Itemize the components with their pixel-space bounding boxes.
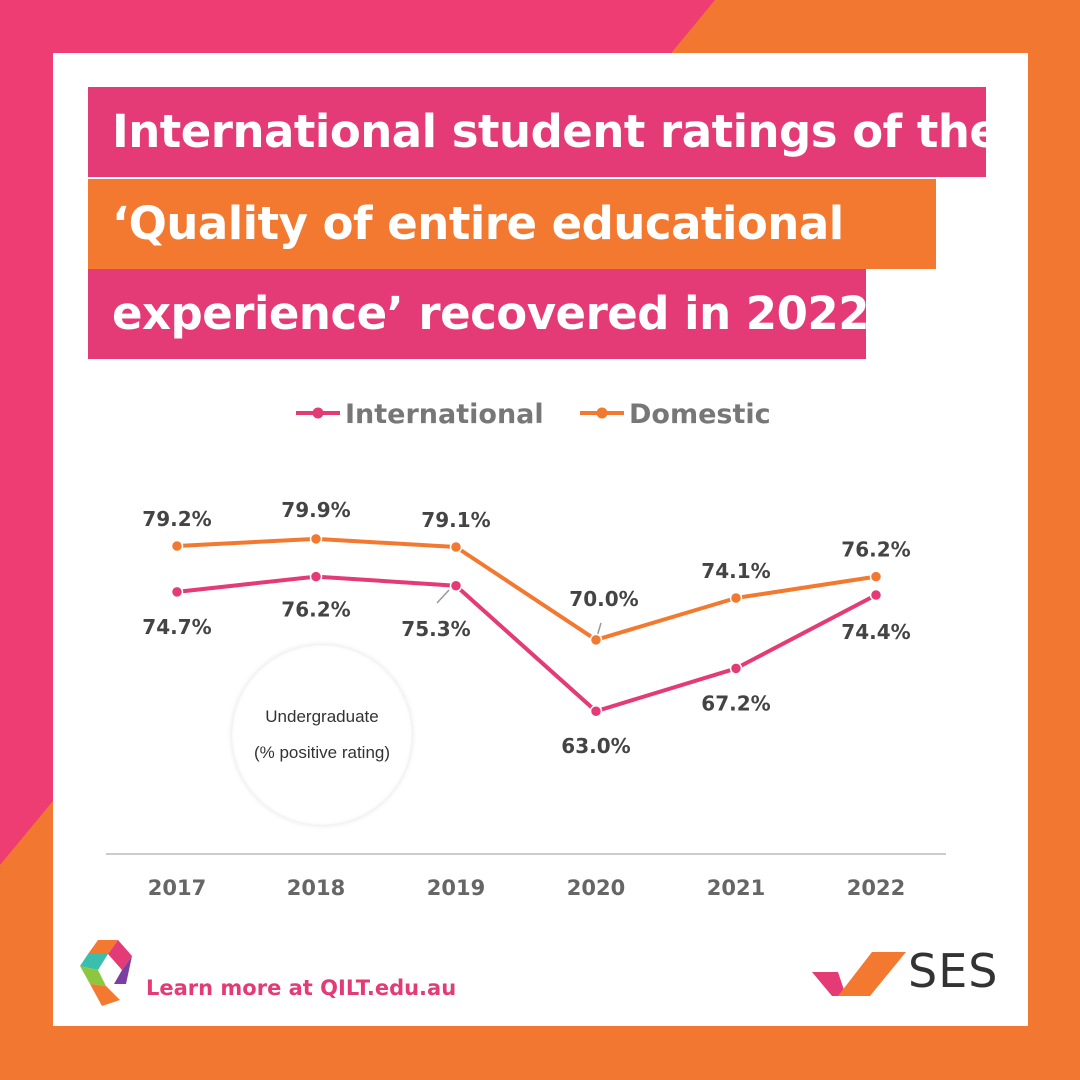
x-tick-label-2018: 2018 <box>287 876 345 900</box>
series-layer <box>170 532 883 718</box>
data-label-domestic-2020: 70.0% <box>569 587 638 611</box>
point-domestic-2017 <box>170 539 184 553</box>
data-label-international-2020: 63.0% <box>561 734 630 758</box>
label-layer: 79.2% 79.9% 79.1% 70.0% 74.1% 76.2% 74.7% 76.2%… <box>142 498 910 758</box>
data-label-domestic-2019: 79.1% <box>421 508 490 532</box>
legend: International Domestic <box>296 399 771 430</box>
data-label-international-2021: 67.2% <box>701 691 770 715</box>
point-domestic-2019 <box>449 540 463 554</box>
x-tick-label-2020: 2020 <box>567 876 625 900</box>
legend-international-label: International <box>345 399 544 430</box>
data-label-international-2017: 74.7% <box>142 615 211 639</box>
title-line-3: experience’ recovered in 2022 <box>88 269 870 359</box>
x-tick-label-2021: 2021 <box>707 876 765 900</box>
point-domestic-2018 <box>309 532 323 546</box>
data-label-international-2018: 76.2% <box>281 598 350 622</box>
data-label-domestic-2021: 74.1% <box>701 559 770 583</box>
point-international-2021 <box>729 662 743 675</box>
x-tick-label-2022: 2022 <box>847 876 905 900</box>
title-line-1: International student ratings of the <box>88 87 1000 177</box>
data-label-domestic-2018: 79.9% <box>281 498 350 522</box>
data-label-international-2019: 75.3% <box>401 617 470 641</box>
point-international-2018 <box>309 570 323 583</box>
series-line-domestic <box>176 536 877 642</box>
x-tick-label-2017: 2017 <box>148 876 206 900</box>
x-tick-layer: 2017 2018 2019 2020 2021 2022 <box>148 876 905 900</box>
legend-domestic-label: Domestic <box>629 399 771 430</box>
point-domestic-2020 <box>589 633 603 647</box>
badge-line-1: Undergraduate <box>265 707 379 726</box>
ses-logo-text: SES <box>908 944 999 998</box>
data-label-international-2022: 74.4% <box>841 620 910 644</box>
x-tick-label-2019: 2019 <box>427 876 485 900</box>
learn-more-link[interactable]: Learn more at QILT.edu.au <box>146 976 457 1000</box>
legend-domestic-marker <box>596 407 608 419</box>
data-label-domestic-2017: 79.2% <box>142 507 211 531</box>
point-international-2017 <box>170 585 184 599</box>
badge-line-2: (% positive rating) <box>253 743 391 762</box>
series-line-international <box>176 574 877 714</box>
legend-international-marker <box>312 407 324 419</box>
ses-logo-icon <box>812 948 922 1000</box>
data-label-domestic-2022: 76.2% <box>841 538 910 562</box>
title-line-2: ‘Quality of entire educational <box>88 179 936 269</box>
qilt-logo-icon <box>80 940 140 1006</box>
point-international-2020 <box>589 704 603 718</box>
chart-note-badge: Undergraduate (% positive rating) <box>232 645 412 825</box>
point-domestic-2021 <box>729 591 743 605</box>
leader-line-2019-international <box>436 589 450 604</box>
point-international-2019 <box>449 579 463 593</box>
point-domestic-2022 <box>869 570 883 583</box>
point-international-2022 <box>869 588 883 602</box>
